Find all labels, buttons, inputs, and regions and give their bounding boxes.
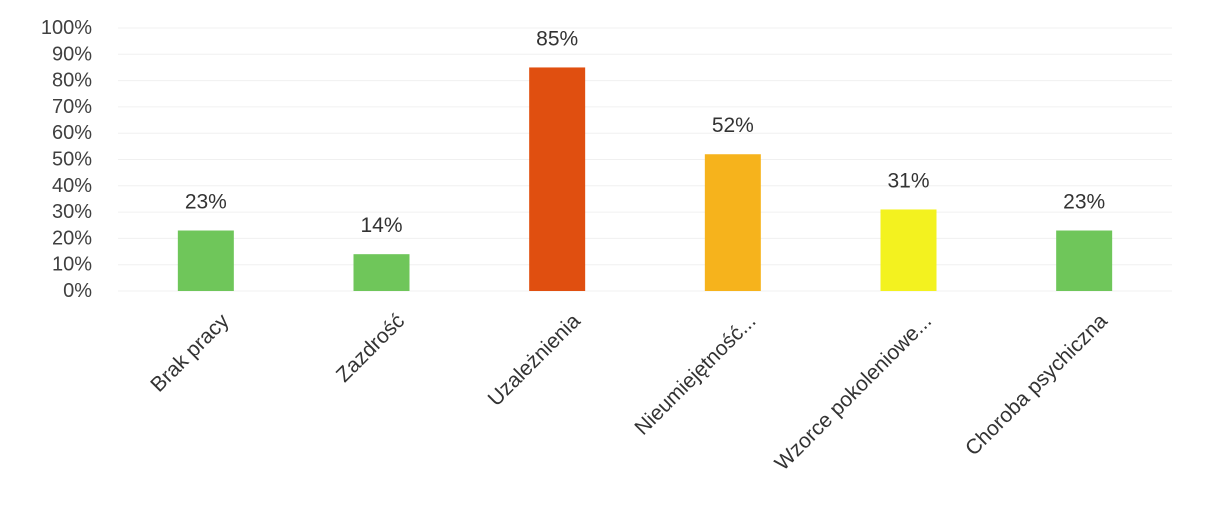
bar	[177, 230, 234, 291]
y-tick-label: 60%	[52, 122, 92, 144]
y-axis-ticks: 0% 10% 20% 30% 40% 50% 60% 70% 80% 90% 100%	[41, 17, 92, 302]
data-label: 23%	[1063, 191, 1105, 214]
bar	[529, 67, 586, 291]
bar	[704, 154, 761, 291]
data-label: 14%	[360, 214, 402, 237]
gridlines	[118, 27, 1172, 292]
data-label: 31%	[887, 169, 929, 192]
y-tick-label: 0%	[63, 280, 92, 302]
bars	[177, 67, 1113, 291]
data-label: 52%	[712, 114, 754, 137]
y-tick-label: 90%	[52, 43, 92, 65]
y-tick-label: 100%	[41, 17, 92, 39]
y-tick-label: 80%	[52, 70, 92, 92]
y-tick-label: 70%	[52, 96, 92, 118]
data-label: 23%	[185, 191, 227, 214]
bar	[1056, 230, 1113, 291]
y-tick-label: 50%	[52, 149, 92, 171]
y-tick-label: 10%	[52, 254, 92, 276]
y-tick-label: 40%	[52, 175, 92, 197]
data-label: 85%	[536, 27, 578, 50]
y-tick-label: 30%	[52, 201, 92, 223]
y-tick-label: 20%	[52, 227, 92, 249]
bar	[353, 254, 410, 291]
bar	[880, 209, 937, 291]
data-labels: 23% 14% 85% 52% 31% 23%	[185, 27, 1105, 237]
